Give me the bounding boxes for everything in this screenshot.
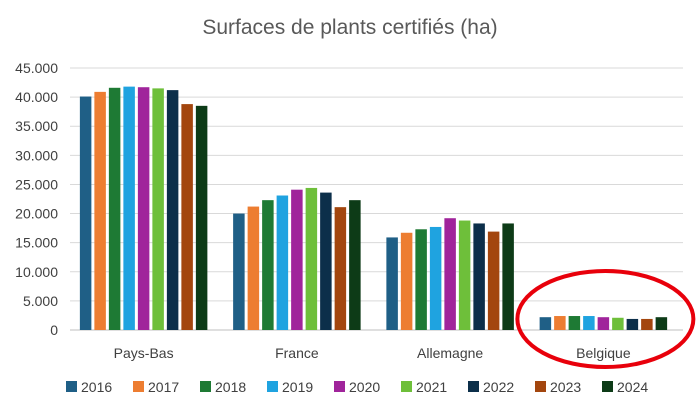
- y-tick-label: 10.000: [15, 264, 58, 280]
- highlight-annotation: [515, 269, 696, 369]
- bar: [539, 317, 552, 330]
- x-category-label: France: [275, 345, 319, 361]
- legend-swatch: [133, 381, 144, 392]
- legend-label: 2017: [148, 379, 179, 395]
- legend-swatch: [468, 381, 479, 392]
- legend-label: 2021: [416, 379, 447, 395]
- bar: [247, 206, 260, 330]
- y-tick-label: 25.000: [15, 176, 58, 192]
- legend-swatch: [66, 381, 77, 392]
- y-tick-label: 15.000: [15, 235, 58, 251]
- legend-swatch: [334, 381, 345, 392]
- bar: [123, 86, 135, 331]
- bar: [305, 187, 318, 330]
- bar: [334, 207, 347, 330]
- x-category-label: Belgique: [576, 345, 631, 361]
- bar: [597, 317, 610, 330]
- bar: [386, 237, 398, 330]
- bar: [612, 317, 624, 330]
- bar: [152, 88, 164, 330]
- bar: [583, 316, 595, 330]
- bar: [166, 90, 179, 330]
- chart-title: Surfaces de plants certifiés (ha): [202, 16, 497, 39]
- x-category-label: Pays-Bas: [114, 345, 174, 361]
- bar: [473, 223, 485, 330]
- bar: [400, 232, 413, 330]
- y-tick-label: 35.000: [15, 118, 58, 134]
- bar: [137, 87, 150, 330]
- x-axis-labels: Pays-Bas France Allemagne Belgique: [114, 345, 631, 361]
- y-tick-label: 0: [50, 322, 58, 338]
- bar: [641, 318, 653, 330]
- bar: [655, 317, 668, 330]
- bar: [444, 218, 456, 330]
- legend-label: 2023: [550, 379, 581, 395]
- y-axis-ticks: 0 5.000 10.000 15.000 20.000 25.000 30.000 35.0…: [15, 60, 58, 338]
- bar: [349, 200, 361, 330]
- bar: [276, 195, 289, 330]
- legend-swatch: [401, 381, 412, 392]
- y-tick-label: 40.000: [15, 89, 58, 105]
- y-tick-label: 45.000: [15, 60, 58, 76]
- legend-label: 2018: [215, 379, 246, 395]
- bar: [554, 316, 566, 330]
- bar: [568, 316, 581, 330]
- legend-swatch: [535, 381, 546, 392]
- bar: [502, 223, 514, 330]
- legend-label: 2024: [617, 379, 648, 395]
- y-tick-label: 30.000: [15, 147, 58, 163]
- bar: [487, 231, 500, 330]
- bar: [233, 213, 245, 330]
- y-tick-label: 20.000: [15, 206, 58, 222]
- legend-label: 2022: [483, 379, 514, 395]
- bar: [415, 229, 427, 330]
- bar: [320, 192, 332, 330]
- legend-label: 2020: [349, 379, 380, 395]
- legend-swatch: [200, 381, 211, 392]
- bar: [94, 91, 106, 330]
- bars: [79, 86, 668, 331]
- legend-swatch: [602, 381, 613, 392]
- bar: [458, 220, 471, 330]
- bar: [626, 318, 639, 330]
- bar: [108, 87, 121, 330]
- legend-swatch: [267, 381, 278, 392]
- bar: [262, 200, 274, 330]
- legend: 2016 2017 2018 2019 2020 2021 2022 2023 2024: [66, 379, 648, 395]
- legend-label: 2016: [81, 379, 112, 395]
- bar: [181, 104, 193, 330]
- x-category-label: Allemagne: [417, 345, 483, 361]
- bar: [195, 105, 208, 330]
- legend-label: 2019: [282, 379, 313, 395]
- bar: [79, 96, 92, 330]
- bar: [429, 226, 442, 330]
- bar: [291, 189, 303, 330]
- y-tick-label: 5.000: [23, 293, 58, 309]
- highlight-ellipse: [515, 269, 696, 369]
